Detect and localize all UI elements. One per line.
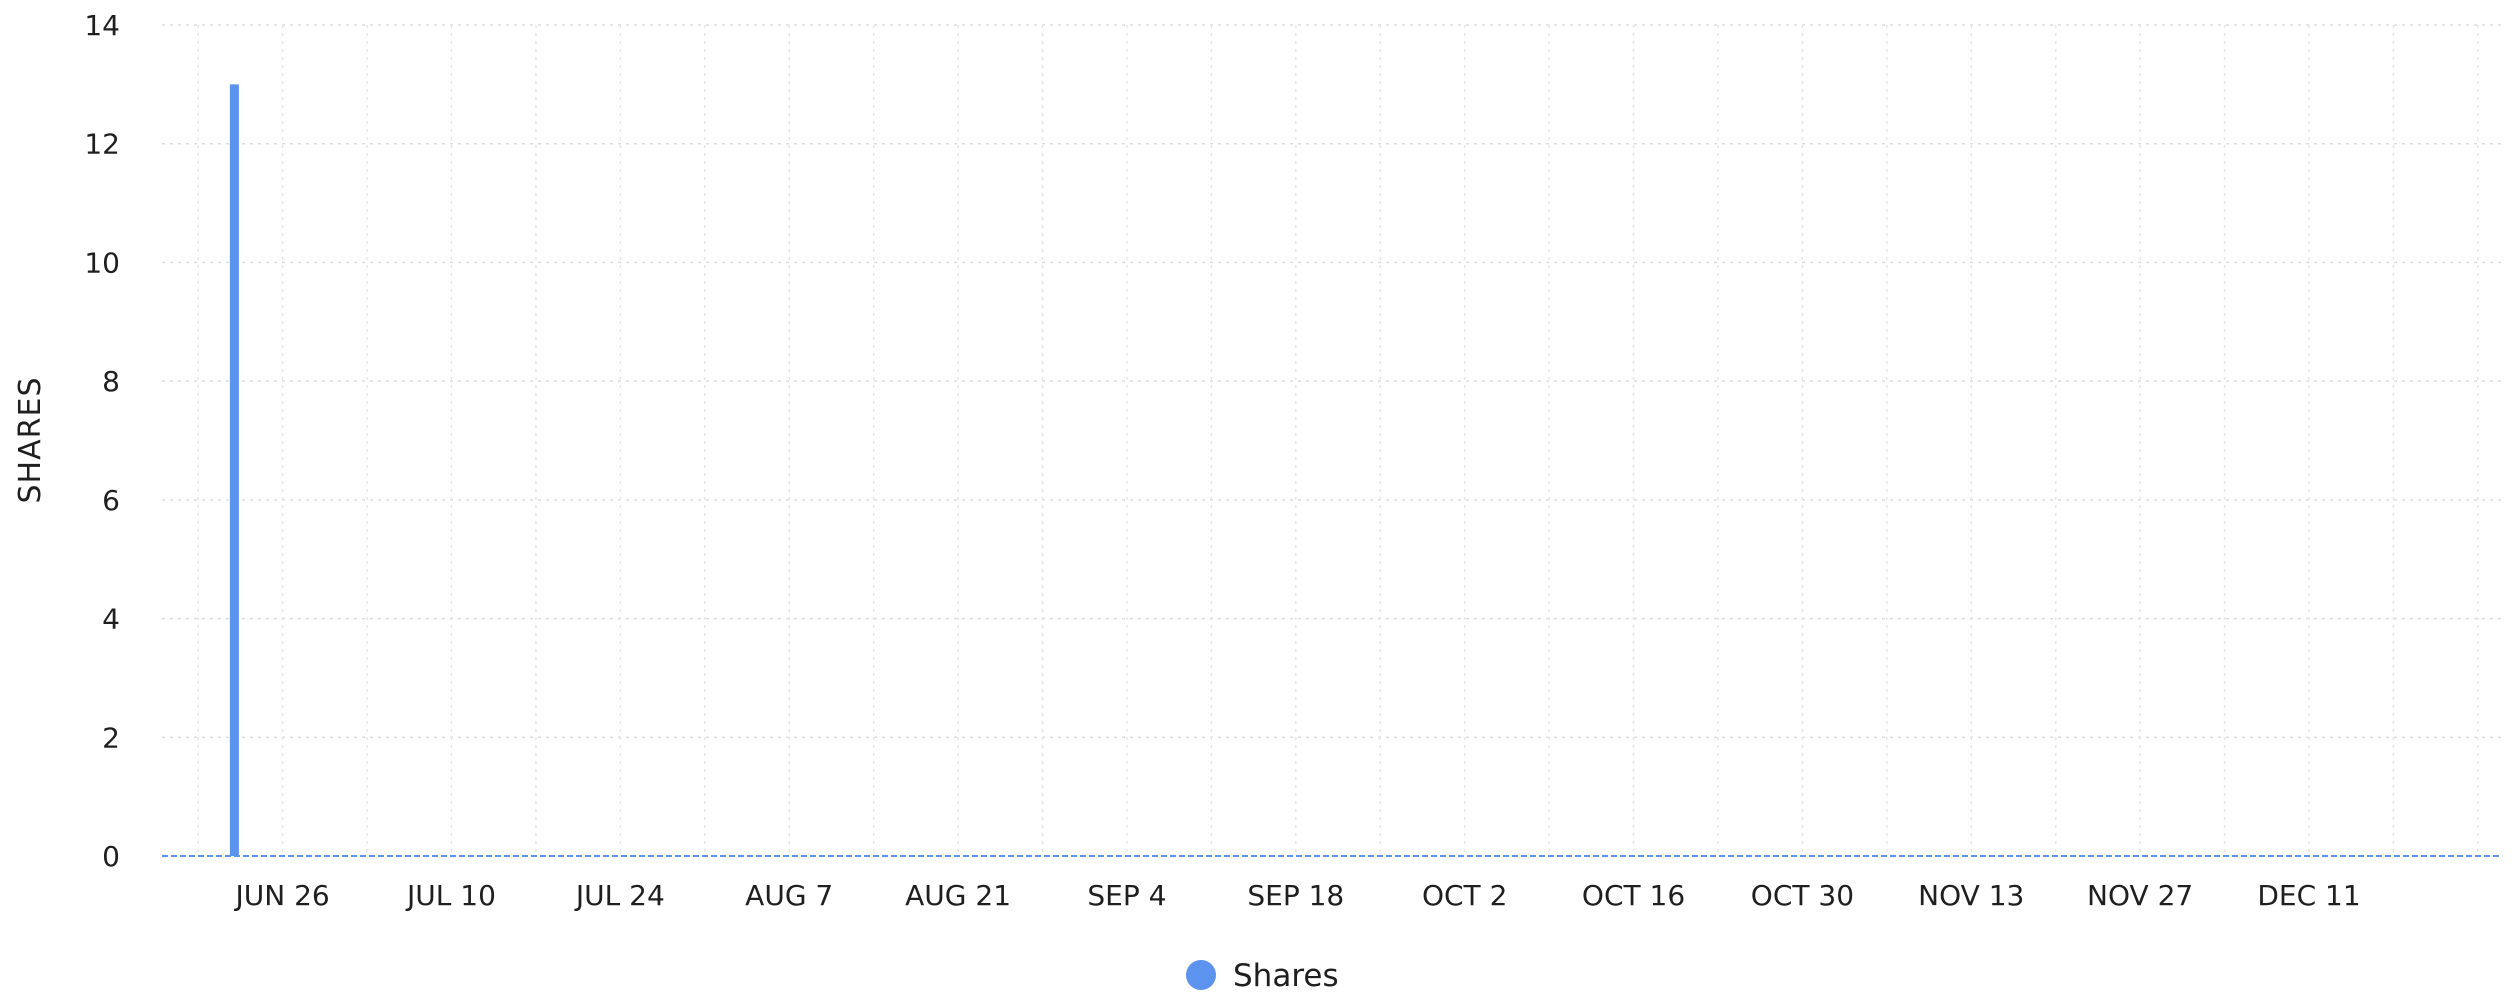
- bar-shares[interactable]: [229, 84, 239, 857]
- legend-swatch-shares: [1186, 960, 1216, 990]
- x-tick-label: JUL 10: [405, 879, 496, 912]
- legend: Shares: [1186, 958, 1339, 994]
- x-tick-label: DEC 11: [2257, 879, 2360, 912]
- x-tick-label: JUN 26: [234, 879, 330, 912]
- y-tick-label: 10: [84, 246, 120, 279]
- y-tick-label: 8: [102, 365, 120, 398]
- bars: [229, 84, 239, 857]
- y-tick-label: 0: [102, 840, 120, 873]
- x-tick-label: OCT 2: [1422, 879, 1507, 912]
- x-tick-label: OCT 30: [1751, 879, 1854, 912]
- x-tick-label: SEP 4: [1087, 879, 1166, 912]
- x-tick-label: JUL 24: [574, 879, 665, 912]
- x-tick-label: AUG 21: [905, 879, 1011, 912]
- x-tick-label: NOV 27: [2087, 879, 2193, 912]
- y-axis-title: SHARES: [13, 377, 48, 504]
- y-tick-label: 2: [102, 721, 120, 754]
- x-tick-label: OCT 16: [1582, 879, 1685, 912]
- y-tick-label: 6: [102, 484, 120, 517]
- legend-label-shares: Shares: [1233, 958, 1339, 994]
- y-tick-label: 14: [84, 9, 120, 42]
- grid-lines: [162, 24, 2502, 856]
- y-tick-label: 4: [102, 603, 120, 636]
- x-tick-label: AUG 7: [745, 879, 833, 912]
- x-tick-label: NOV 13: [1918, 879, 2024, 912]
- y-tick-label: 12: [84, 128, 120, 161]
- x-tick-label: SEP 18: [1247, 879, 1344, 912]
- tick-labels: 0 2 4 6 8 10 12 14 JUN 26 JUL 10 JUL 24 AUG 7 AUG 21…: [84, 9, 2360, 912]
